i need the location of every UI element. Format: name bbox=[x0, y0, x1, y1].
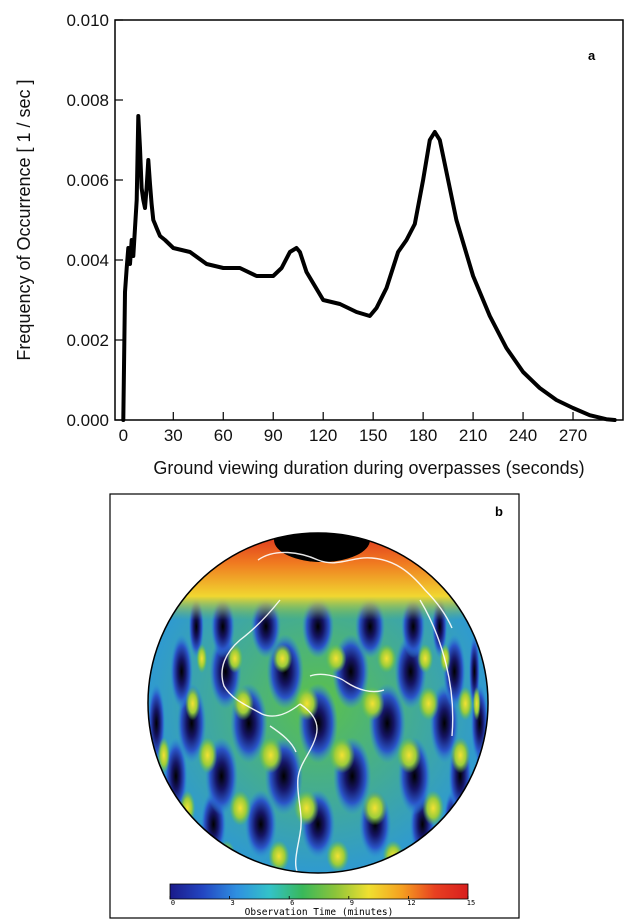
y-tick-label: 0.000 bbox=[66, 411, 109, 430]
heatmap-cell-high bbox=[294, 686, 319, 721]
heatmap-cell-high bbox=[450, 737, 471, 774]
plot-frame bbox=[114, 19, 624, 421]
x-tick-label: 0 bbox=[119, 426, 128, 445]
colorbar: 0 3 6 9 12 15 Observation Time (minutes) bbox=[169, 883, 475, 918]
heatmap-cell-high bbox=[258, 737, 283, 774]
colorbar-tick-label: 12 bbox=[407, 899, 415, 907]
colorbar-ticks: 0 3 6 9 12 15 bbox=[169, 896, 475, 907]
heatmap-cell-high bbox=[329, 737, 355, 774]
x-tick-label: 180 bbox=[409, 426, 437, 445]
heatmap-cell-high bbox=[196, 644, 208, 673]
heatmap-cell-low bbox=[244, 790, 277, 859]
heatmap-cell-low bbox=[170, 634, 194, 709]
series-line bbox=[121, 114, 617, 422]
colorbar-scale bbox=[169, 883, 469, 900]
x-tick-label: 270 bbox=[559, 426, 587, 445]
heatmap-cell-high bbox=[325, 644, 347, 673]
x-tick-label: 240 bbox=[509, 426, 537, 445]
x-tick-label: 90 bbox=[264, 426, 283, 445]
y-axis-title: Frequency of Occurrence [ 1 / sec ] bbox=[14, 79, 34, 360]
heatmap-cell-high bbox=[268, 840, 290, 872]
x-tick-label: 60 bbox=[214, 426, 233, 445]
panel-b: b 0 3 6 9 12 15 Observation Time (minutes) bbox=[109, 493, 520, 919]
panel-b-label: b bbox=[495, 504, 503, 519]
colorbar-title: Observation Time (minutes) bbox=[245, 907, 394, 918]
y-tick-label: 0.006 bbox=[66, 171, 109, 190]
globe-outline bbox=[147, 532, 489, 874]
colorbar-tick-label: 15 bbox=[467, 899, 475, 907]
heatmap-cell-high bbox=[472, 686, 481, 721]
x-tick-label: 210 bbox=[459, 426, 487, 445]
heatmap-cell-high bbox=[362, 790, 388, 826]
y-tick-label: 0.004 bbox=[66, 251, 109, 270]
heatmap-cell-high bbox=[229, 790, 251, 826]
heatmap-cell-high bbox=[185, 686, 201, 721]
heatmap-cell-high bbox=[397, 737, 422, 774]
heatmap-cell-high bbox=[226, 644, 243, 673]
colorbar-tick-label: 6 bbox=[290, 899, 294, 907]
y-tick-label: 0.002 bbox=[66, 331, 109, 350]
heatmap-cell-high bbox=[417, 644, 434, 673]
colorbar-tick-label: 9 bbox=[350, 899, 354, 907]
colorbar-tick-label: 0 bbox=[171, 899, 175, 907]
heatmap-cell-high bbox=[418, 686, 440, 721]
heatmap-cell-high bbox=[197, 737, 218, 774]
x-axis: 0 30 60 90 120 150 180 210 240 270 bbox=[119, 412, 587, 445]
x-tick-label: 30 bbox=[164, 426, 183, 445]
heatmap-cell-high bbox=[294, 790, 319, 826]
panel-a-label: a bbox=[588, 48, 596, 63]
y-tick-label: 0.010 bbox=[66, 11, 109, 30]
heatmap-cell-high bbox=[272, 644, 293, 673]
x-tick-label: 120 bbox=[309, 426, 337, 445]
x-axis-title: Ground viewing duration during overpasse… bbox=[153, 458, 584, 478]
panel-a: a 0.000 0.002 0.004 0.006 0.008 0.010 0 30 60 90… bbox=[14, 11, 624, 478]
heatmap-cell-high bbox=[422, 790, 445, 826]
x-tick-label: 150 bbox=[359, 426, 387, 445]
heatmap-cell-high bbox=[326, 840, 350, 872]
y-axis: 0.000 0.002 0.004 0.006 0.008 0.010 bbox=[66, 11, 123, 430]
heatmap-cell-high bbox=[157, 737, 170, 774]
heatmap-cell-high bbox=[457, 686, 473, 721]
heatmap-cell-high bbox=[360, 686, 385, 721]
heatmap-cell-high bbox=[376, 644, 397, 673]
colorbar-tick-label: 3 bbox=[230, 899, 234, 907]
coastlines bbox=[221, 551, 454, 873]
y-tick-label: 0.008 bbox=[66, 91, 109, 110]
